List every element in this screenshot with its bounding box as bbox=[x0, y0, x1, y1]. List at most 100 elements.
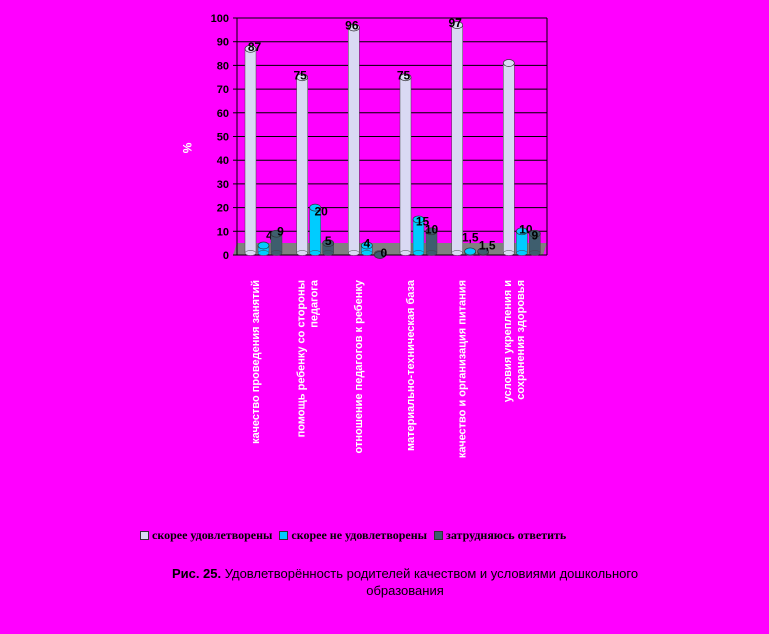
x-category-label-line: сохранения здоровья bbox=[515, 280, 527, 400]
bar-base bbox=[425, 250, 438, 256]
data-label: 4 bbox=[363, 237, 370, 251]
legend-swatch bbox=[140, 531, 149, 540]
bar-base bbox=[309, 250, 321, 256]
bar bbox=[477, 247, 490, 256]
caption-label: Рис. 25. bbox=[171, 566, 222, 581]
bar-cap bbox=[373, 251, 386, 259]
plot-area bbox=[237, 18, 547, 243]
x-category-label-line: педагога bbox=[309, 279, 321, 328]
data-label: 87 bbox=[248, 40, 262, 54]
bar bbox=[464, 247, 477, 256]
bar-base bbox=[296, 250, 308, 256]
bar-base bbox=[244, 250, 257, 256]
bar bbox=[244, 44, 257, 256]
y-tick-label: 30 bbox=[217, 179, 229, 191]
x-category-label-line: отношение педагогов к ребенку bbox=[353, 279, 365, 453]
bar bbox=[528, 229, 541, 256]
bar-body bbox=[503, 62, 515, 254]
bar-base bbox=[516, 250, 528, 256]
legend-label: затрудняюсь ответить bbox=[446, 528, 567, 542]
bar-base bbox=[322, 250, 334, 256]
data-label: 5 bbox=[325, 234, 332, 248]
bar-base bbox=[451, 250, 463, 256]
bar-base bbox=[257, 250, 270, 256]
figure-caption: Рис. 25. Удовлетворённость родителей кач… bbox=[140, 565, 670, 599]
bar bbox=[270, 229, 283, 256]
bar-cap bbox=[425, 227, 438, 236]
y-tick-label: 20 bbox=[217, 203, 229, 215]
y-tick-label: 70 bbox=[217, 84, 229, 96]
bar-cap bbox=[244, 44, 257, 53]
legend-item-satisfied: скорее удовлетворены bbox=[140, 528, 272, 543]
bar-base bbox=[399, 250, 412, 256]
x-category-label: помощь ребенку со стороныпедагога bbox=[296, 279, 321, 437]
legend-swatch bbox=[279, 531, 289, 540]
bar-base bbox=[503, 250, 515, 256]
x-category-label: материально-техническая база bbox=[405, 279, 417, 451]
data-label: 97 bbox=[448, 16, 462, 30]
bar bbox=[425, 227, 438, 256]
data-label: 1,5 bbox=[462, 230, 479, 244]
x-category-label: качество проведения занятий bbox=[250, 280, 262, 444]
x-category-label: условия укрепления исохранения здоровья bbox=[502, 280, 527, 402]
y-tick-label: 80 bbox=[217, 60, 229, 72]
legend-label: скорее удовлетворены bbox=[152, 528, 273, 542]
bar-body bbox=[348, 27, 360, 254]
bar bbox=[322, 239, 335, 256]
bar bbox=[296, 73, 309, 256]
data-label: 15 bbox=[416, 214, 430, 228]
legend: скорее удовлетворены скорее не удовлетво… bbox=[140, 528, 670, 544]
bar bbox=[412, 215, 425, 256]
legend-item-not-satisfied: скорее не удовлетворены bbox=[279, 528, 427, 543]
bar-cap bbox=[360, 241, 373, 250]
bar-body bbox=[296, 77, 308, 254]
bar-base bbox=[348, 250, 360, 256]
data-label: 75 bbox=[293, 68, 307, 82]
bar bbox=[515, 227, 528, 256]
bar-cap bbox=[451, 21, 464, 29]
data-label: 75 bbox=[397, 68, 411, 82]
bar-body bbox=[244, 48, 257, 254]
y-axis-title: % bbox=[180, 143, 194, 154]
data-label: 0 bbox=[380, 246, 387, 260]
data-label: 9 bbox=[277, 225, 284, 239]
bar-cap bbox=[309, 203, 322, 212]
bar bbox=[502, 59, 515, 256]
x-category-label-line: качество проведения занятий bbox=[250, 280, 262, 444]
bar-cap bbox=[399, 73, 412, 82]
bar-cap bbox=[528, 229, 541, 238]
bar-cap bbox=[412, 215, 425, 224]
x-category-label-line: материально-техническая база bbox=[405, 279, 417, 451]
legend-label: скорее не удовлетворены bbox=[291, 528, 428, 542]
bar bbox=[360, 241, 373, 256]
bar bbox=[373, 250, 386, 259]
caption-text: Удовлетворённость родителей качеством и … bbox=[221, 566, 639, 598]
y-tick-label: 100 bbox=[211, 13, 229, 25]
legend-item-undecided: затрудняюсь ответить bbox=[434, 528, 566, 543]
x-category-label-line: условия укрепления и bbox=[502, 280, 514, 402]
bar-cap bbox=[515, 227, 528, 236]
bar bbox=[309, 203, 322, 256]
bar-base bbox=[270, 250, 283, 256]
y-tick-label: 50 bbox=[217, 132, 229, 144]
bar-cap bbox=[477, 247, 490, 256]
bar bbox=[451, 21, 464, 256]
legend-swatch bbox=[434, 531, 444, 540]
bar-base bbox=[361, 250, 373, 256]
bar-cap bbox=[270, 229, 283, 238]
y-tick-label: 40 bbox=[217, 155, 229, 167]
data-label: 9 bbox=[531, 229, 538, 243]
data-label: 96 bbox=[345, 18, 359, 32]
bar bbox=[399, 73, 412, 256]
bar-cap bbox=[257, 241, 270, 250]
bar-body bbox=[451, 24, 463, 254]
bar-base bbox=[529, 250, 541, 256]
y-tick-label: 0 bbox=[223, 250, 229, 262]
data-label: 1,5 bbox=[479, 238, 496, 252]
x-category-label-line: качество и организация питания bbox=[457, 280, 469, 458]
data-label: 4 bbox=[266, 229, 273, 243]
y-tick-label: 90 bbox=[217, 37, 229, 49]
y-tick-label: 60 bbox=[217, 108, 229, 120]
x-category-label: качество и организация питания bbox=[457, 280, 469, 458]
